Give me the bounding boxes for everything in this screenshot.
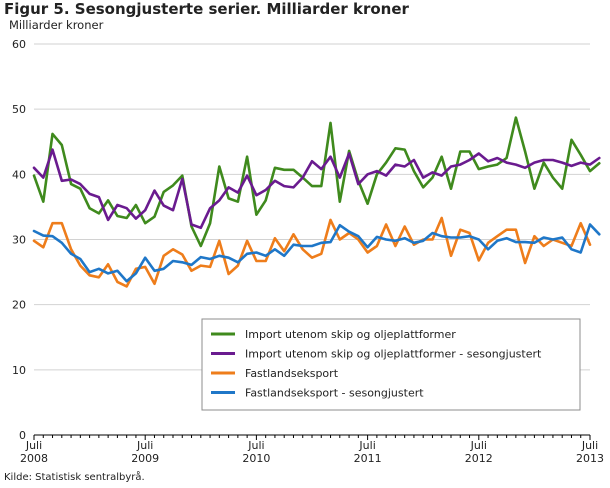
series-lines (32, 116, 601, 288)
x-tick-year-label: 2009 (131, 452, 159, 465)
x-tick-year-label: 2008 (20, 452, 48, 465)
y-axis-label: Milliarder kroner (9, 18, 104, 32)
x-tick-month-label: Juli (581, 439, 598, 452)
y-tick-label: 50 (12, 103, 26, 116)
legend: Import utenom skip og oljeplattformer Imp… (201, 318, 581, 411)
series-line-4 (32, 223, 601, 283)
legend-label: Fastlandseksport (245, 367, 339, 380)
x-tick-year-label: 2013 (576, 452, 604, 465)
y-tick-label: 30 (12, 234, 26, 247)
series-line-2 (32, 148, 601, 230)
legend-label: Import utenom skip og oljeplattformer (245, 328, 456, 341)
x-tick-month-label: Juli (358, 439, 375, 452)
x-tick-month-label: Juli (247, 439, 264, 452)
legend-label: Fastlandseksport - sesongjustert (245, 387, 424, 400)
x-axis: Juli2008Juli2009Juli2010Juli2011Juli2012… (20, 434, 604, 465)
chart-title: Figur 5. Sesongjusterte serier. Milliard… (4, 0, 409, 18)
source-note: Kilde: Statistisk sentralbyrå. (4, 472, 145, 483)
y-tick-label: 60 (12, 38, 26, 51)
y-tick-label: 20 (12, 299, 26, 312)
x-tick-year-label: 2012 (465, 452, 493, 465)
x-tick-month-label: Juli (136, 439, 153, 452)
y-tick-label: 0 (19, 429, 26, 442)
series-line-1 (32, 116, 601, 248)
y-tick-label: 40 (12, 168, 26, 181)
x-tick-year-label: 2011 (354, 452, 382, 465)
y-tick-label: 10 (12, 364, 26, 377)
legend-box (201, 318, 581, 411)
x-tick-year-label: 2010 (242, 452, 270, 465)
legend-label: Import utenom skip og oljeplattformer - … (245, 348, 542, 361)
y-axis-ticks: 0 10 20 30 40 50 60 (12, 38, 26, 442)
series-line-3 (32, 216, 592, 288)
x-tick-month-label: Juli (470, 439, 487, 452)
x-tick-month-label: Juli (25, 439, 42, 452)
